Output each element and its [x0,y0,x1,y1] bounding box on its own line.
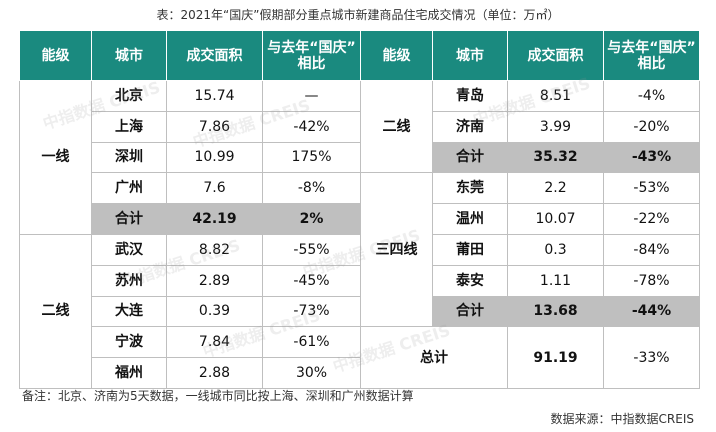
header-yoy: 与去年“国庆” 相比 [262,30,361,81]
header-yoy-right: 与去年“国庆” 相比 [603,30,700,81]
table-row: 宁波 7.84 -61% 总计 91.19 -33% [20,326,700,389]
area-cell: 10.99 [166,141,263,174]
area-cell: 8.51 [507,80,604,112]
area-cell: 2.2 [507,172,604,205]
table-row: 广州 7.6 -8% 三四线 东莞 2.2 -53% [20,172,700,328]
city-cell: 大连 [91,295,167,328]
table-row: 二线 武汉 8.82 -55% 莆田 0.3 -84% [19,233,700,389]
area-cell: 7.84 [166,326,263,359]
table-title: 表：2021年“国庆”假期部分重点城市新建商品住宅成交情况（单位：万㎡） [156,8,560,22]
yoy-cell: -8% [262,172,361,205]
yoy-cell: 30% [262,357,361,389]
city-cell: 深圳 [91,141,167,174]
data-source: 数据来源：中指数据CREIS [550,412,694,426]
sum-yoy-cell: -43% [603,141,700,174]
area-cell: 8.82 [166,233,263,266]
table-row: 大连 0.39 -73% 合计 13.68 -44% [20,295,700,328]
yoy-cell: -61% [262,326,361,359]
yoy-cell: — [262,80,361,112]
city-cell: 温州 [432,203,508,235]
level-tier34: 三四线 [360,172,433,328]
level-tier2: 二线 [19,233,92,389]
sum-yoy-cell: -44% [603,295,700,328]
header-level-right: 能级 [360,30,433,81]
city-cell: 武汉 [91,233,167,266]
yoy-cell: -42% [262,110,361,143]
header-city-right: 城市 [432,30,508,81]
area-cell: 0.3 [507,233,604,266]
total-area: 91.19 [507,326,604,389]
city-cell: 广州 [91,172,167,205]
city-cell: 莆田 [432,233,508,266]
yoy-cell: -55% [262,233,361,266]
table-row: 苏州 2.89 -45% 泰安 1.11 -78% [20,264,700,297]
sum-label-cell: 合计 [432,295,508,328]
yoy-cell: -84% [603,233,700,266]
city-cell: 苏州 [91,264,167,297]
header-area: 成交面积 [166,30,263,81]
yoy-cell: -4% [603,80,700,112]
sum-area-cell: 35.32 [507,141,604,174]
table-row: 福州 2.88 30% [20,357,700,389]
area-cell: 2.89 [166,264,263,297]
total-yoy: -33% [603,326,700,389]
sum-yoy-cell: 2% [262,203,361,235]
area-cell: 15.74 [166,80,263,112]
sum-label-cell: 合计 [432,141,508,174]
transaction-table: 能级 城市 成交面积 与去年“国庆” 相比 能级 城市 成交面积 与去年“国庆”… [19,30,700,389]
area-cell: 2.88 [166,357,263,389]
area-cell: 1.11 [507,264,604,297]
area-cell: 0.39 [166,295,263,328]
level-tier1: 一线 [19,80,92,235]
sum-area-cell: 42.19 [166,203,263,235]
footnote: 备注：北京、济南为5天数据，一线城市同比按上海、深圳和广州数据计算 [22,389,414,403]
table-row: 上海 7.86 -42% 济南 3.99 -20% [20,110,700,143]
city-cell: 上海 [91,110,167,143]
yoy-cell: -53% [603,172,700,205]
yoy-cell: -20% [603,110,700,143]
yoy-cell: -22% [603,203,700,235]
city-cell: 宁波 [91,326,167,359]
city-cell: 福州 [91,357,167,389]
table-row: 深圳 10.99 175% 合计 35.32 -43% [20,141,700,174]
city-cell: 青岛 [432,80,508,112]
header-area-right: 成交面积 [507,30,604,81]
yoy-cell: 175% [262,141,361,174]
sum-area-cell: 13.68 [507,295,604,328]
header-row: 能级 城市 成交面积 与去年“国庆” 相比 能级 城市 成交面积 与去年“国庆”… [19,30,700,81]
table-row: 一线 北京 15.74 — 二线 青岛 8.51 -4% [19,79,700,235]
table-row: 合计 42.19 2% 温州 10.07 -22% [20,203,700,235]
yoy-cell: -45% [262,264,361,297]
yoy-cell: -78% [603,264,700,297]
city-cell: 泰安 [432,264,508,297]
header-level: 能级 [19,30,92,81]
sum-label-cell: 合计 [91,203,167,235]
total-label: 总计 [360,326,508,389]
header-city: 城市 [91,30,167,81]
city-cell: 济南 [432,110,508,143]
yoy-cell: -73% [262,295,361,328]
city-cell: 东莞 [432,172,508,205]
area-cell: 3.99 [507,110,604,143]
area-cell: 7.86 [166,110,263,143]
area-cell: 10.07 [507,203,604,235]
city-cell: 北京 [91,80,167,112]
area-cell: 7.6 [166,172,263,205]
level-tier2-right: 二线 [360,79,433,174]
